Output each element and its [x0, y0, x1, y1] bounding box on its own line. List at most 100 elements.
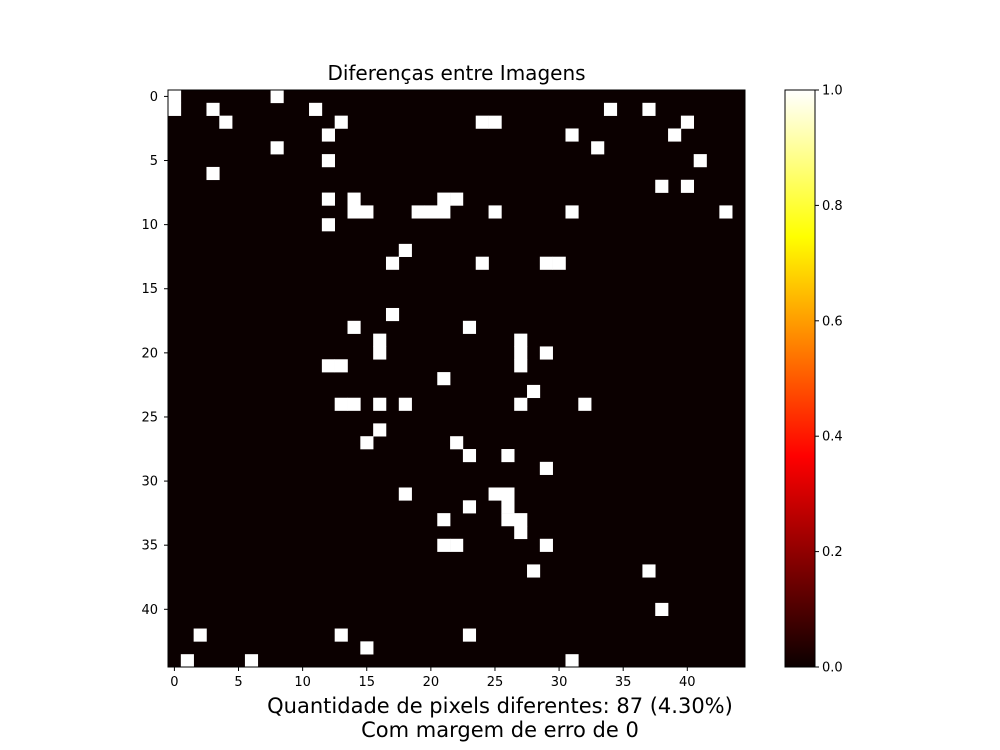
chart-title: Diferenças entre Imagens [327, 61, 586, 85]
diff-pixel [398, 487, 412, 501]
diff-pixel [501, 500, 515, 514]
diff-pixel [270, 141, 284, 155]
diff-pixel [462, 449, 477, 463]
diff-pixel [321, 192, 335, 206]
diff-pixel [411, 205, 425, 219]
diff-pixel [168, 90, 182, 104]
y-tick-label: 20 [141, 346, 158, 361]
diff-pixel [565, 654, 579, 668]
x-tick-label: 5 [234, 675, 242, 690]
diff-pixel [437, 192, 451, 206]
diff-pixel [219, 115, 233, 129]
diff-pixel [680, 179, 695, 193]
diff-pixel [334, 359, 348, 373]
diff-pixel [321, 154, 335, 168]
diff-pixel [693, 154, 707, 168]
heatmap-background [168, 90, 745, 667]
diff-pixel [398, 397, 412, 411]
diff-pixel [514, 346, 528, 360]
diff-pixel [334, 397, 348, 411]
diff-pixel [347, 397, 361, 411]
diff-pixel [206, 102, 220, 116]
colorbar-tick-label: 0.0 [822, 661, 843, 676]
diff-pixel [514, 525, 528, 540]
diff-pixel [501, 487, 515, 501]
diff-pixel [360, 436, 374, 450]
diff-pixel [527, 384, 541, 399]
diff-pixel [360, 641, 374, 655]
diff-pixel [565, 128, 579, 142]
diff-pixel [385, 256, 400, 270]
diff-pixel [462, 500, 477, 514]
diff-pixel [437, 205, 451, 219]
diff-pixel [373, 346, 387, 360]
diff-pixel [488, 487, 502, 501]
diff-pixel [270, 90, 284, 104]
diff-pixel [514, 359, 528, 373]
x-tick-label: 15 [358, 675, 375, 690]
x-tick-label: 30 [551, 675, 568, 690]
diff-pixel [334, 115, 348, 129]
diff-pixel [450, 436, 464, 450]
diff-pixel [321, 359, 335, 373]
diff-pixel [437, 513, 451, 527]
colorbar-tick-label: 0.8 [822, 199, 843, 214]
diff-pixel [334, 628, 348, 642]
diff-pixel [501, 449, 515, 463]
diff-pixel [373, 397, 387, 411]
diff-pixel [539, 461, 553, 475]
diff-pixel [527, 564, 541, 578]
diff-pixel [539, 538, 553, 552]
colorbar-tick-label: 0.6 [822, 314, 843, 329]
x-tick-label: 40 [679, 675, 696, 690]
diff-pixel [539, 256, 553, 270]
x-tick-label: 20 [423, 675, 440, 690]
y-tick-label: 15 [141, 282, 158, 297]
diff-pixel [244, 654, 259, 668]
diff-pixel [309, 102, 323, 116]
diff-pixel [347, 320, 361, 334]
colorbar [784, 89, 816, 668]
diff-pixel [514, 397, 528, 411]
diff-pixel [514, 333, 528, 347]
colorbar-tick-label: 0.4 [822, 430, 843, 445]
diff-pixel [475, 256, 489, 270]
diff-pixel [462, 320, 477, 334]
x-tick-label: 10 [294, 675, 311, 690]
diff-pixel [565, 205, 579, 219]
diff-pixel [437, 538, 451, 552]
diff-pixel [373, 333, 387, 347]
diff-pixel [488, 205, 502, 219]
diff-pixel [642, 102, 656, 116]
diff-pixel [655, 602, 669, 617]
diff-pixel [488, 115, 502, 129]
diff-pixel [450, 538, 464, 552]
diff-pixel [578, 397, 592, 411]
x-tick-label: 25 [487, 675, 504, 690]
diff-pixel [680, 115, 695, 129]
diff-pixel [385, 307, 400, 322]
diff-pixel [655, 179, 669, 193]
diff-pixel [193, 628, 207, 642]
x-tick-label: 0 [170, 675, 178, 690]
y-tick-label: 30 [141, 475, 158, 490]
diff-pixel [206, 166, 220, 181]
y-tick-label: 35 [141, 539, 158, 554]
diff-pixel [450, 192, 464, 206]
diff-pixel [591, 141, 605, 155]
diff-pixel [168, 102, 182, 116]
plot-frame [167, 89, 746, 668]
diff-pixel [360, 205, 374, 219]
diff-pixel [539, 346, 553, 360]
y-tick-label: 0 [150, 90, 158, 105]
diff-pixel [552, 256, 566, 270]
diff-pixel [462, 628, 477, 642]
diff-pixel [321, 128, 335, 142]
diff-pixel [668, 128, 682, 142]
diff-pixel [719, 205, 733, 219]
diff-pixel [642, 564, 656, 578]
x-axis-label: Quantidade de pixels diferentes: 87 (4.3… [267, 694, 733, 718]
diff-pixel [398, 243, 412, 257]
colorbar-tick-label: 0.2 [822, 545, 843, 560]
